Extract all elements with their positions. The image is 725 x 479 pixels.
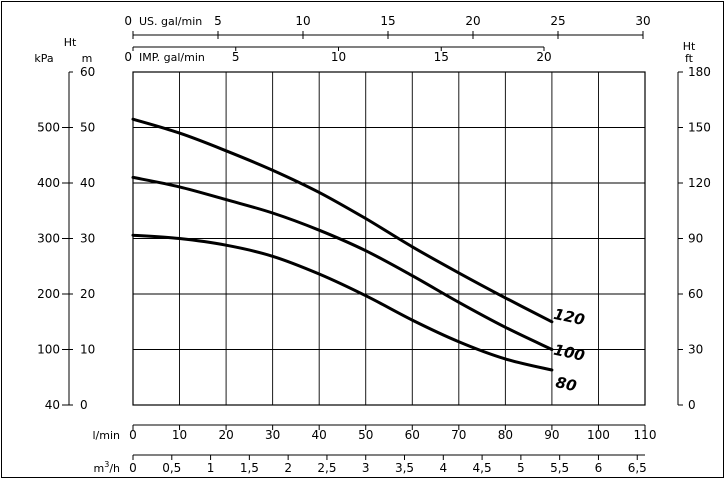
bottom-m3h-tick-label: 2,5: [317, 461, 336, 475]
bottom-lmin-tick-label: 70: [451, 428, 466, 442]
bottom-lmin-unit-label: l/min: [92, 429, 120, 442]
m3h-unit-base: m: [94, 462, 105, 475]
top-imp-gal-unit-label: IMP. gal/min: [139, 51, 205, 64]
axes-layer: 0 5 10 15 20 25 300 5 10 15 2001020304050604010020…: [37, 14, 711, 475]
left-m-tick-label: 10: [80, 343, 95, 357]
top-imp-gal-tick-label: 20: [536, 50, 551, 64]
series-curve-100: [131, 175, 554, 351]
bottom-m3h-tick-label: 1,5: [240, 461, 259, 475]
bottom-lmin-tick-label: 0: [129, 428, 137, 442]
bottom-m3h-tick-label: 4,5: [473, 461, 492, 475]
bottom-m3h-tick-label: 0: [129, 461, 137, 475]
bottom-lmin-tick-label: 100: [587, 428, 610, 442]
bottom-m3h-tick-label: 0,5: [162, 461, 181, 475]
series-label-80: 80: [554, 373, 578, 395]
right-ft-tick-label: 30: [688, 343, 703, 357]
left-height-top-label: Ht: [64, 36, 77, 49]
top-us-gal-tick-label: 15: [380, 14, 395, 28]
left-m-tick-label: 40: [80, 176, 95, 190]
series-curve-80: [131, 233, 554, 372]
left-kpa-tick-label: 200: [37, 287, 60, 301]
bottom-m3h-tick-label: 6,5: [628, 461, 647, 475]
m3h-unit-suffix: /h: [109, 462, 120, 475]
left-m-tick-label: 30: [80, 232, 95, 246]
left-kpa-tick-label: 100: [37, 343, 60, 357]
bottom-lmin-tick-label: 110: [634, 428, 657, 442]
left-kpa-tick-label: 40: [45, 398, 60, 412]
bottom-m3h-tick-label: 5: [517, 461, 525, 475]
left-m-tick-label: 0: [80, 398, 88, 412]
left-m-tick-label: 60: [80, 65, 95, 79]
top-us-gal-tick-label: 0: [124, 14, 132, 28]
right-ft-unit-label: ft: [685, 52, 694, 65]
right-ft-tick-label: 90: [688, 232, 703, 246]
bottom-m3h-tick-label: 3: [362, 461, 370, 475]
right-height-top-label: Ht: [683, 40, 696, 53]
top-us-gal-tick-label: 25: [550, 14, 565, 28]
bottom-lmin-tick-label: 30: [265, 428, 280, 442]
left-m-tick-label: 50: [80, 121, 95, 135]
top-imp-gal-tick-label: 10: [331, 50, 346, 64]
bottom-m3h-tick-label: 1: [207, 461, 215, 475]
top-us-gal-tick-label: 10: [295, 14, 310, 28]
left-kpa-tick-label: 400: [37, 176, 60, 190]
right-ft-tick-label: 0: [688, 398, 696, 412]
bottom-lmin-tick-label: 10: [172, 428, 187, 442]
right-ft-tick-label: 120: [688, 176, 711, 190]
bottom-lmin-tick-label: 90: [544, 428, 559, 442]
label-layer: Ht m kPa Ht ft US. gal/min IMP. gal/min …: [34, 15, 696, 475]
bottom-lmin-tick-label: 60: [405, 428, 420, 442]
bottom-m3h-tick-label: 4: [439, 461, 447, 475]
bottom-m3h-unit-label: m3/h: [94, 460, 121, 475]
bottom-m3h-tick-label: 2: [284, 461, 292, 475]
left-m-unit-label: m: [82, 52, 93, 65]
right-ft-tick-label: 150: [688, 121, 711, 135]
left-kpa-tick-label: 300: [37, 232, 60, 246]
series-curve-120: [131, 117, 554, 324]
m3h-unit-sup: 3: [104, 460, 109, 469]
bottom-m3h-tick-label: 3,5: [395, 461, 414, 475]
top-imp-gal-tick-label: 15: [434, 50, 449, 64]
right-ft-tick-label: 60: [688, 287, 703, 301]
right-ft-tick-label: 180: [688, 65, 711, 79]
left-m-tick-label: 20: [80, 287, 95, 301]
left-kpa-tick-label: 500: [37, 121, 60, 135]
series-layer: [131, 117, 554, 372]
top-imp-gal-tick-label: 0: [124, 50, 132, 64]
bottom-lmin-tick-label: 20: [218, 428, 233, 442]
top-us-gal-unit-label: US. gal/min: [139, 15, 202, 28]
bottom-lmin-tick-label: 50: [358, 428, 373, 442]
top-us-gal-tick-label: 20: [465, 14, 480, 28]
top-us-gal-tick-label: 5: [214, 14, 222, 28]
bottom-lmin-tick-label: 40: [312, 428, 327, 442]
top-imp-gal-tick-label: 5: [232, 50, 240, 64]
bottom-m3h-tick-label: 5,5: [550, 461, 569, 475]
bottom-lmin-tick-label: 80: [498, 428, 513, 442]
top-us-gal-tick-label: 30: [635, 14, 650, 28]
left-kpa-unit-label: kPa: [34, 52, 53, 65]
bottom-m3h-tick-label: 6: [595, 461, 603, 475]
